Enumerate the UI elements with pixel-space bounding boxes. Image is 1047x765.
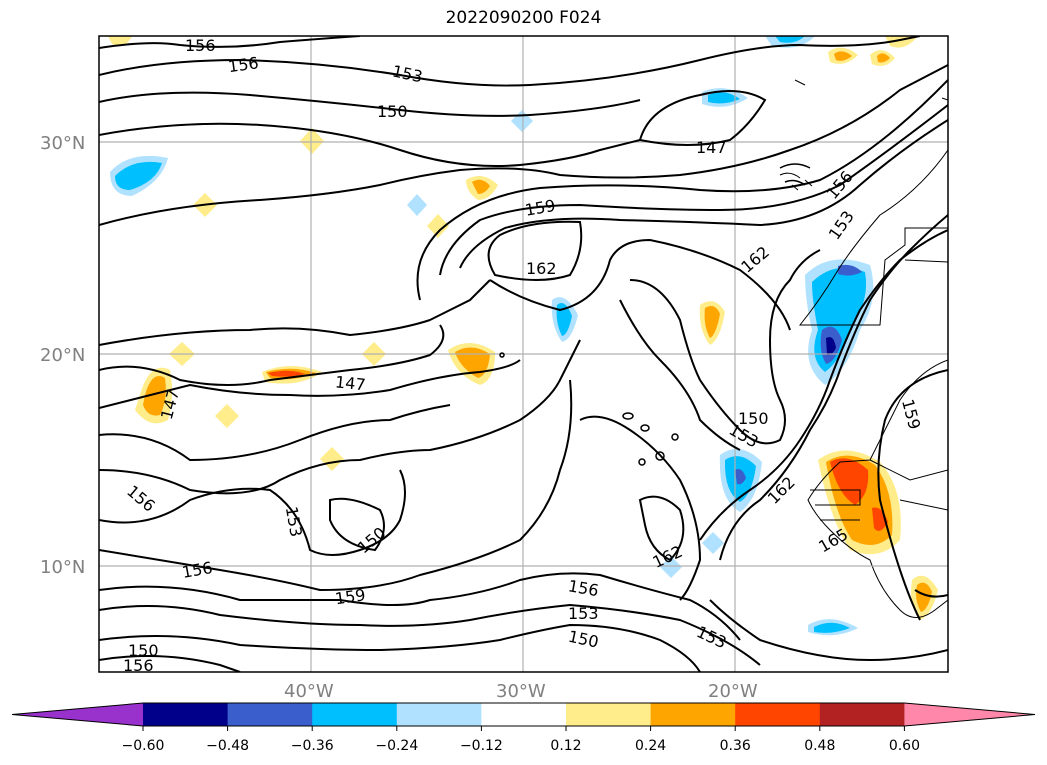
colorbar-segment xyxy=(143,703,229,726)
gridlines xyxy=(99,36,948,672)
contour-label: 150 xyxy=(377,102,408,121)
contour-label: 150 xyxy=(738,409,769,428)
colorbar-segment xyxy=(735,703,821,726)
colorbar-segment xyxy=(312,703,398,726)
colorbar-tick-label: −0.12 xyxy=(460,738,503,754)
lon-label: 20°W xyxy=(708,681,758,702)
contour-label: 150 xyxy=(128,641,159,660)
map-title: 2022090200 F024 xyxy=(445,8,602,28)
colorbar-tick-label: 0.12 xyxy=(550,738,581,754)
latitude-axis: 30°N 20°N 10°N xyxy=(40,133,85,578)
contour-labels: 156 156 153 150 147 159 162 162 153 156 … xyxy=(123,36,924,675)
colorbar-tick-label: 0.36 xyxy=(720,738,751,754)
colorbar-tick-label: −0.36 xyxy=(291,738,334,754)
height-contours xyxy=(99,36,948,672)
colorbar-segment xyxy=(566,703,652,726)
lon-label: 40°W xyxy=(284,681,334,702)
plot-frame xyxy=(98,35,949,673)
colorbar-tick-label: 0.24 xyxy=(635,738,666,754)
contour-label: 156 xyxy=(123,656,154,675)
colorbar-segment xyxy=(227,703,313,726)
lon-label: 30°W xyxy=(496,681,546,702)
colorbar-segment xyxy=(650,703,736,726)
colorbar-extend-low xyxy=(12,703,143,726)
colorbar-segment xyxy=(481,703,567,726)
colorbar-segment xyxy=(396,703,482,726)
lat-label: 20°N xyxy=(40,345,85,366)
colorbar-tick-label: −0.24 xyxy=(375,738,418,754)
coastlines xyxy=(779,79,948,618)
colorbar-tick-label: −0.48 xyxy=(206,738,249,754)
lat-label: 10°N xyxy=(40,557,85,578)
colorbar-tick-label: −0.60 xyxy=(122,738,165,754)
contour-label: 159 xyxy=(334,585,367,608)
contour-label: 153 xyxy=(568,604,599,623)
colorbar: −0.60 −0.48 −0.36 −0.24 −0.12 0.12 0.24 0.36 0.4… xyxy=(11,702,1036,754)
lat-label: 30°N xyxy=(40,133,85,154)
small-contours xyxy=(499,163,811,466)
longitude-axis: 40°W 30°W 20°W xyxy=(284,681,758,702)
contour-label: 147 xyxy=(696,138,727,157)
colorbar-tick-label: 0.48 xyxy=(804,738,835,754)
colorbar-tick-label: 0.60 xyxy=(889,738,920,754)
contour-label: 156 xyxy=(185,36,216,55)
contour-label: 156 xyxy=(227,53,260,76)
contour-label: 162 xyxy=(526,259,557,278)
contour-label: 147 xyxy=(334,372,366,394)
colorbar-extend-high xyxy=(904,703,1035,726)
colorbar-segment xyxy=(819,703,905,726)
